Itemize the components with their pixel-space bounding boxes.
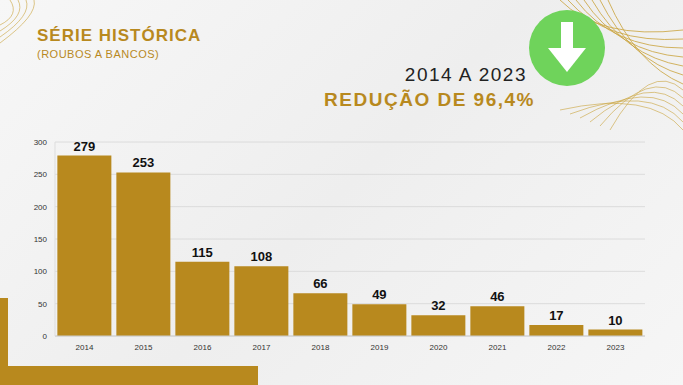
svg-text:17: 17	[549, 308, 563, 323]
svg-text:66: 66	[313, 276, 327, 291]
svg-text:46: 46	[490, 289, 504, 304]
html-text:REDUÇÃO DE 96,4%: REDUÇÃO DE 96,4%	[324, 89, 535, 110]
html-text:2014 A 2023: 2014 A 2023	[404, 64, 527, 85]
svg-text:0: 0	[43, 332, 48, 341]
svg-text:250: 250	[34, 170, 48, 179]
svg-text:108: 108	[251, 249, 273, 264]
svg-text:253: 253	[133, 155, 155, 170]
svg-text:2023: 2023	[607, 343, 625, 352]
svg-text:2015: 2015	[135, 343, 153, 352]
svg-text:50: 50	[38, 300, 47, 309]
svg-text:2018: 2018	[312, 343, 330, 352]
svg-text:32: 32	[431, 298, 445, 313]
html-text:(ROUBOS A BANCOS): (ROUBOS A BANCOS)	[37, 48, 160, 60]
svg-text:2014: 2014	[76, 343, 94, 352]
svg-text:2019: 2019	[371, 343, 389, 352]
svg-text:100: 100	[34, 267, 48, 276]
svg-text:2017: 2017	[253, 343, 271, 352]
svg-text:49: 49	[372, 287, 386, 302]
svg-text:2020: 2020	[430, 343, 448, 352]
svg-text:2016: 2016	[194, 343, 212, 352]
html-text:SÉRIE HISTÓRICA: SÉRIE HISTÓRICA	[37, 26, 202, 45]
svg-text:10: 10	[608, 313, 622, 328]
svg-text:150: 150	[34, 235, 48, 244]
svg-text:279: 279	[74, 139, 96, 154]
svg-text:200: 200	[34, 203, 48, 212]
svg-text:2021: 2021	[489, 343, 507, 352]
svg-text:115: 115	[192, 245, 213, 260]
svg-text:300: 300	[34, 138, 48, 147]
svg-text:2022: 2022	[548, 343, 566, 352]
